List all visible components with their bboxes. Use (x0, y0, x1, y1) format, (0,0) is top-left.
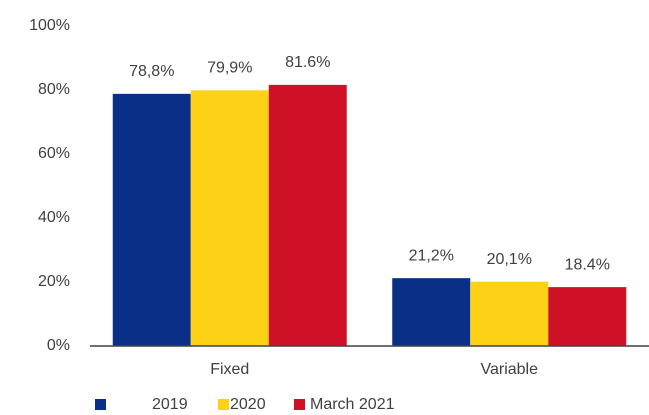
x-tick-label: Variable (480, 361, 538, 378)
legend-label: March 2021 (310, 396, 395, 413)
bar (392, 278, 471, 346)
bar (268, 84, 347, 346)
legend-swatch (95, 399, 106, 410)
legend-swatch (294, 399, 305, 410)
bar (112, 93, 191, 346)
legend-label: 2019 (152, 396, 188, 413)
data-label: 20,1% (487, 251, 532, 268)
bar (470, 281, 549, 346)
y-tick-label: 60% (38, 145, 70, 162)
bar (548, 287, 627, 346)
legend-swatch (218, 399, 229, 410)
x-tick-label: Fixed (210, 361, 249, 378)
y-tick-label: 40% (38, 209, 70, 226)
data-label: 78,8% (129, 63, 174, 80)
bar (190, 90, 269, 346)
y-tick-label: 0% (47, 337, 70, 354)
legend-label: 2020 (230, 396, 266, 413)
y-tick-label: 80% (38, 81, 70, 98)
data-label: 79,9% (207, 60, 252, 77)
y-tick-label: 100% (29, 17, 70, 34)
data-label: 18.4% (565, 256, 610, 273)
data-label: 81.6% (285, 54, 330, 71)
data-label: 21,2% (409, 247, 454, 264)
y-tick-label: 20% (38, 273, 70, 290)
